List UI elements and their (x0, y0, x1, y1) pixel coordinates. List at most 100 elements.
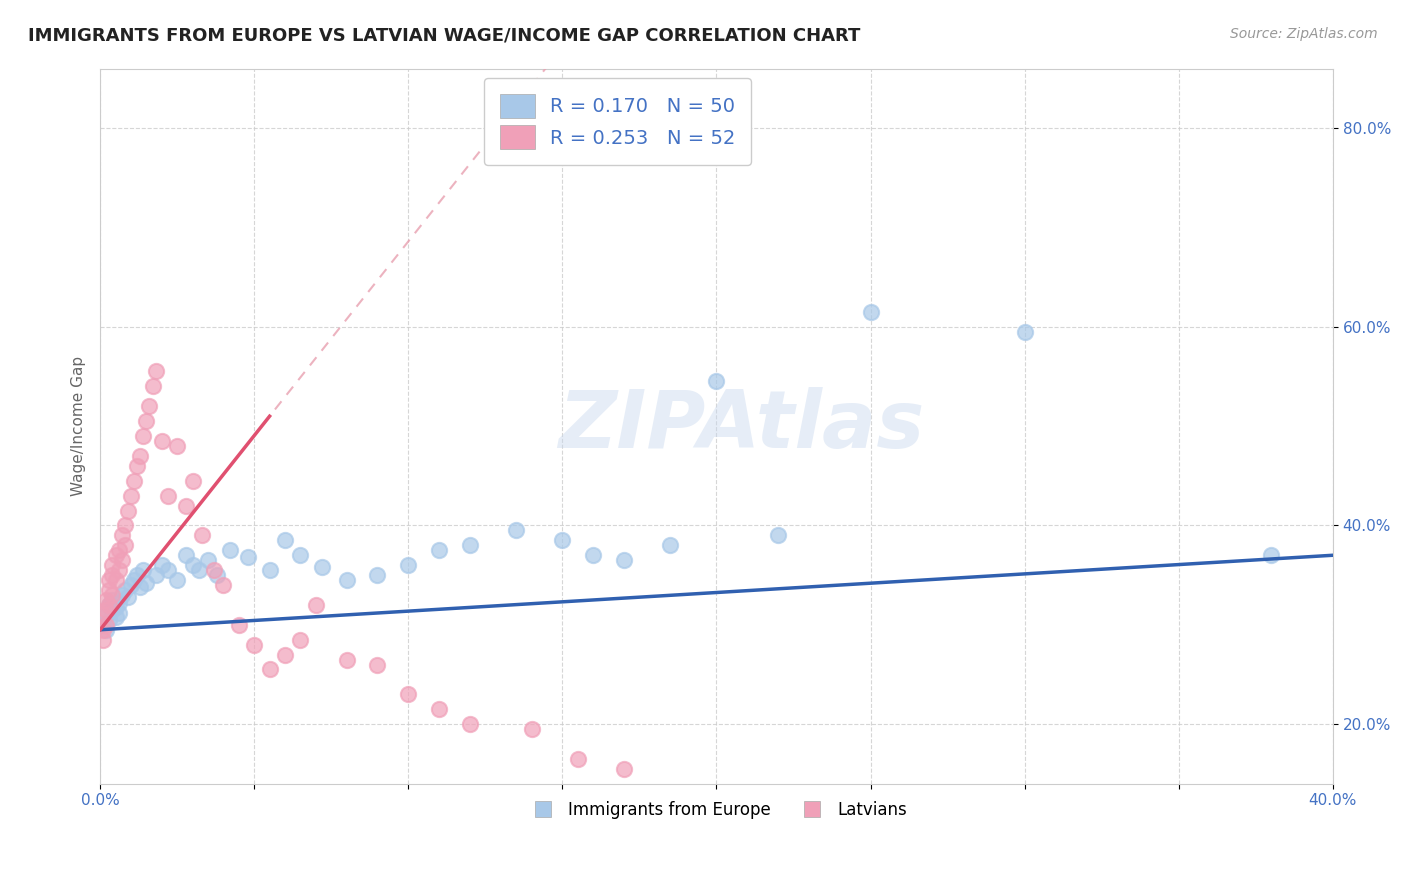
Point (120, 489, 142, 503)
Point (176, 548, 198, 562)
Point (104, 573, 127, 587)
Point (114, 582, 136, 597)
Point (101, 568, 124, 582)
Point (107, 596, 129, 610)
Point (1260, 548, 1282, 562)
Point (145, 568, 167, 582)
Point (107, 606, 129, 620)
Point (111, 528, 134, 542)
Point (290, 548, 312, 562)
Point (274, 533, 297, 548)
Point (706, 375, 728, 389)
Point (132, 563, 155, 577)
Point (98, 598, 121, 612)
Point (132, 429, 155, 443)
Point (207, 568, 229, 582)
Point (129, 449, 152, 463)
Point (551, 533, 574, 548)
Point (290, 632, 312, 647)
Point (145, 364, 167, 378)
Point (336, 652, 359, 666)
Point (191, 528, 214, 542)
Y-axis label: Wage/Income Gap: Wage/Income Gap (72, 356, 86, 496)
Point (187, 563, 209, 577)
Point (259, 563, 281, 577)
Point (520, 722, 543, 736)
Point (311, 560, 333, 574)
Point (228, 617, 250, 632)
Point (305, 598, 328, 612)
Legend: Immigrants from Europe, Latvians: Immigrants from Europe, Latvians (519, 794, 914, 825)
Point (129, 580, 152, 594)
Point (127, 568, 149, 582)
Point (91, 632, 114, 647)
Point (111, 553, 134, 567)
Point (176, 499, 198, 513)
Point (659, 538, 682, 552)
Point (202, 563, 225, 577)
Point (150, 558, 173, 573)
Point (336, 573, 359, 587)
Point (98, 573, 121, 587)
Point (582, 548, 605, 562)
Point (107, 563, 129, 577)
Point (96, 623, 118, 637)
Point (166, 439, 188, 453)
Point (212, 578, 235, 592)
Point (243, 638, 266, 652)
Point (613, 762, 636, 776)
Point (458, 717, 481, 731)
Point (117, 590, 139, 604)
Point (166, 573, 188, 587)
Point (274, 648, 297, 662)
Point (150, 434, 173, 448)
Point (96, 593, 118, 607)
Point (120, 578, 142, 592)
Point (122, 474, 145, 488)
Point (613, 553, 636, 567)
Point (122, 573, 145, 587)
Point (101, 588, 124, 602)
Point (101, 603, 124, 617)
Point (107, 543, 129, 558)
Text: IMMIGRANTS FROM EUROPE VS LATVIAN WAGE/INCOME GAP CORRELATION CHART: IMMIGRANTS FROM EUROPE VS LATVIAN WAGE/I… (28, 27, 860, 45)
Point (859, 305, 882, 319)
Point (141, 379, 163, 393)
Point (91, 617, 114, 632)
Point (135, 414, 157, 428)
Point (197, 553, 219, 567)
Point (505, 524, 527, 538)
Point (98, 613, 121, 627)
Point (127, 458, 149, 473)
Point (91, 607, 114, 622)
Point (104, 599, 127, 614)
Point (181, 474, 204, 488)
Point (96, 607, 118, 622)
Text: Source: ZipAtlas.com: Source: ZipAtlas.com (1230, 27, 1378, 41)
Point (366, 568, 388, 582)
Point (135, 576, 157, 591)
Point (101, 593, 124, 607)
Point (181, 558, 204, 573)
Point (156, 489, 179, 503)
Point (156, 563, 179, 577)
Point (96, 617, 118, 632)
Point (101, 558, 124, 573)
Point (396, 558, 419, 573)
Point (114, 518, 136, 533)
Point (96, 603, 118, 617)
Point (567, 752, 589, 766)
Point (427, 702, 450, 716)
Point (104, 548, 127, 562)
Point (427, 543, 450, 558)
Point (766, 528, 789, 542)
Point (138, 399, 160, 413)
Point (104, 610, 127, 624)
Point (91, 623, 114, 637)
Point (218, 543, 240, 558)
Point (117, 503, 139, 517)
Point (1014, 325, 1036, 339)
Point (111, 588, 134, 602)
Point (236, 550, 259, 565)
Point (98, 598, 121, 612)
